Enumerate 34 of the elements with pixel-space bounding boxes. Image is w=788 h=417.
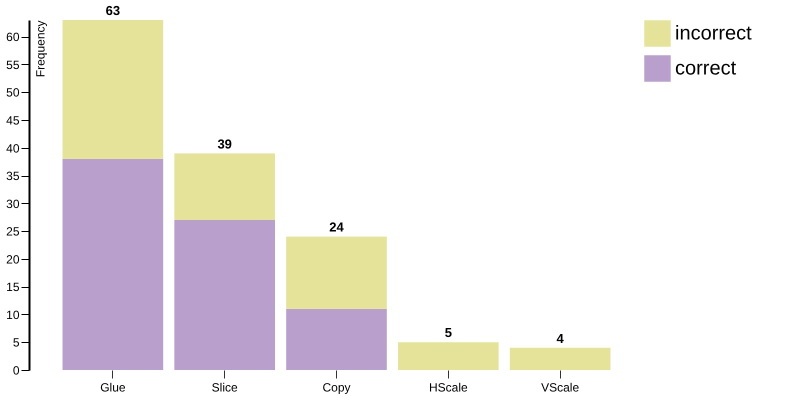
bar [174, 220, 275, 370]
total-label: 63 [106, 3, 120, 18]
bar [174, 153, 275, 220]
bar [62, 20, 164, 159]
y-tick-label: 60 [6, 30, 20, 44]
y-tick-label: 50 [6, 86, 20, 100]
bar [62, 158, 164, 370]
bar [398, 342, 499, 370]
y-tick-label: 40 [6, 141, 20, 156]
y-tick-label: 20 [6, 252, 20, 266]
legend-label: correct [675, 58, 737, 80]
y-tick-label: 0 [12, 364, 20, 378]
y-axis-title: Frequency [34, 20, 48, 78]
total-label: 39 [217, 136, 232, 152]
y-tick-label: 30 [6, 196, 20, 211]
x-tick-label: HScale [428, 380, 468, 394]
bar [286, 308, 387, 370]
bar [286, 236, 387, 309]
bar [510, 348, 610, 370]
y-tick-label: 5 [12, 336, 20, 350]
total-label: 4 [556, 330, 565, 346]
legend-label: incorrect [675, 22, 752, 44]
x-tick-label: Copy [322, 380, 351, 394]
x-tick-label: Slice [212, 380, 238, 394]
y-tick-label: 10 [6, 308, 20, 322]
y-tick-label: 15 [6, 280, 20, 294]
x-tick-label: VScale [541, 380, 580, 394]
x-tick-label: Glue [100, 380, 126, 394]
y-tick-label: 55 [6, 58, 20, 72]
total-label: 24 [329, 220, 344, 235]
y-tick-label: 35 [6, 169, 20, 184]
y-tick-label: 45 [6, 114, 20, 128]
total-label: 5 [444, 325, 452, 340]
y-tick-label: 25 [6, 224, 20, 239]
